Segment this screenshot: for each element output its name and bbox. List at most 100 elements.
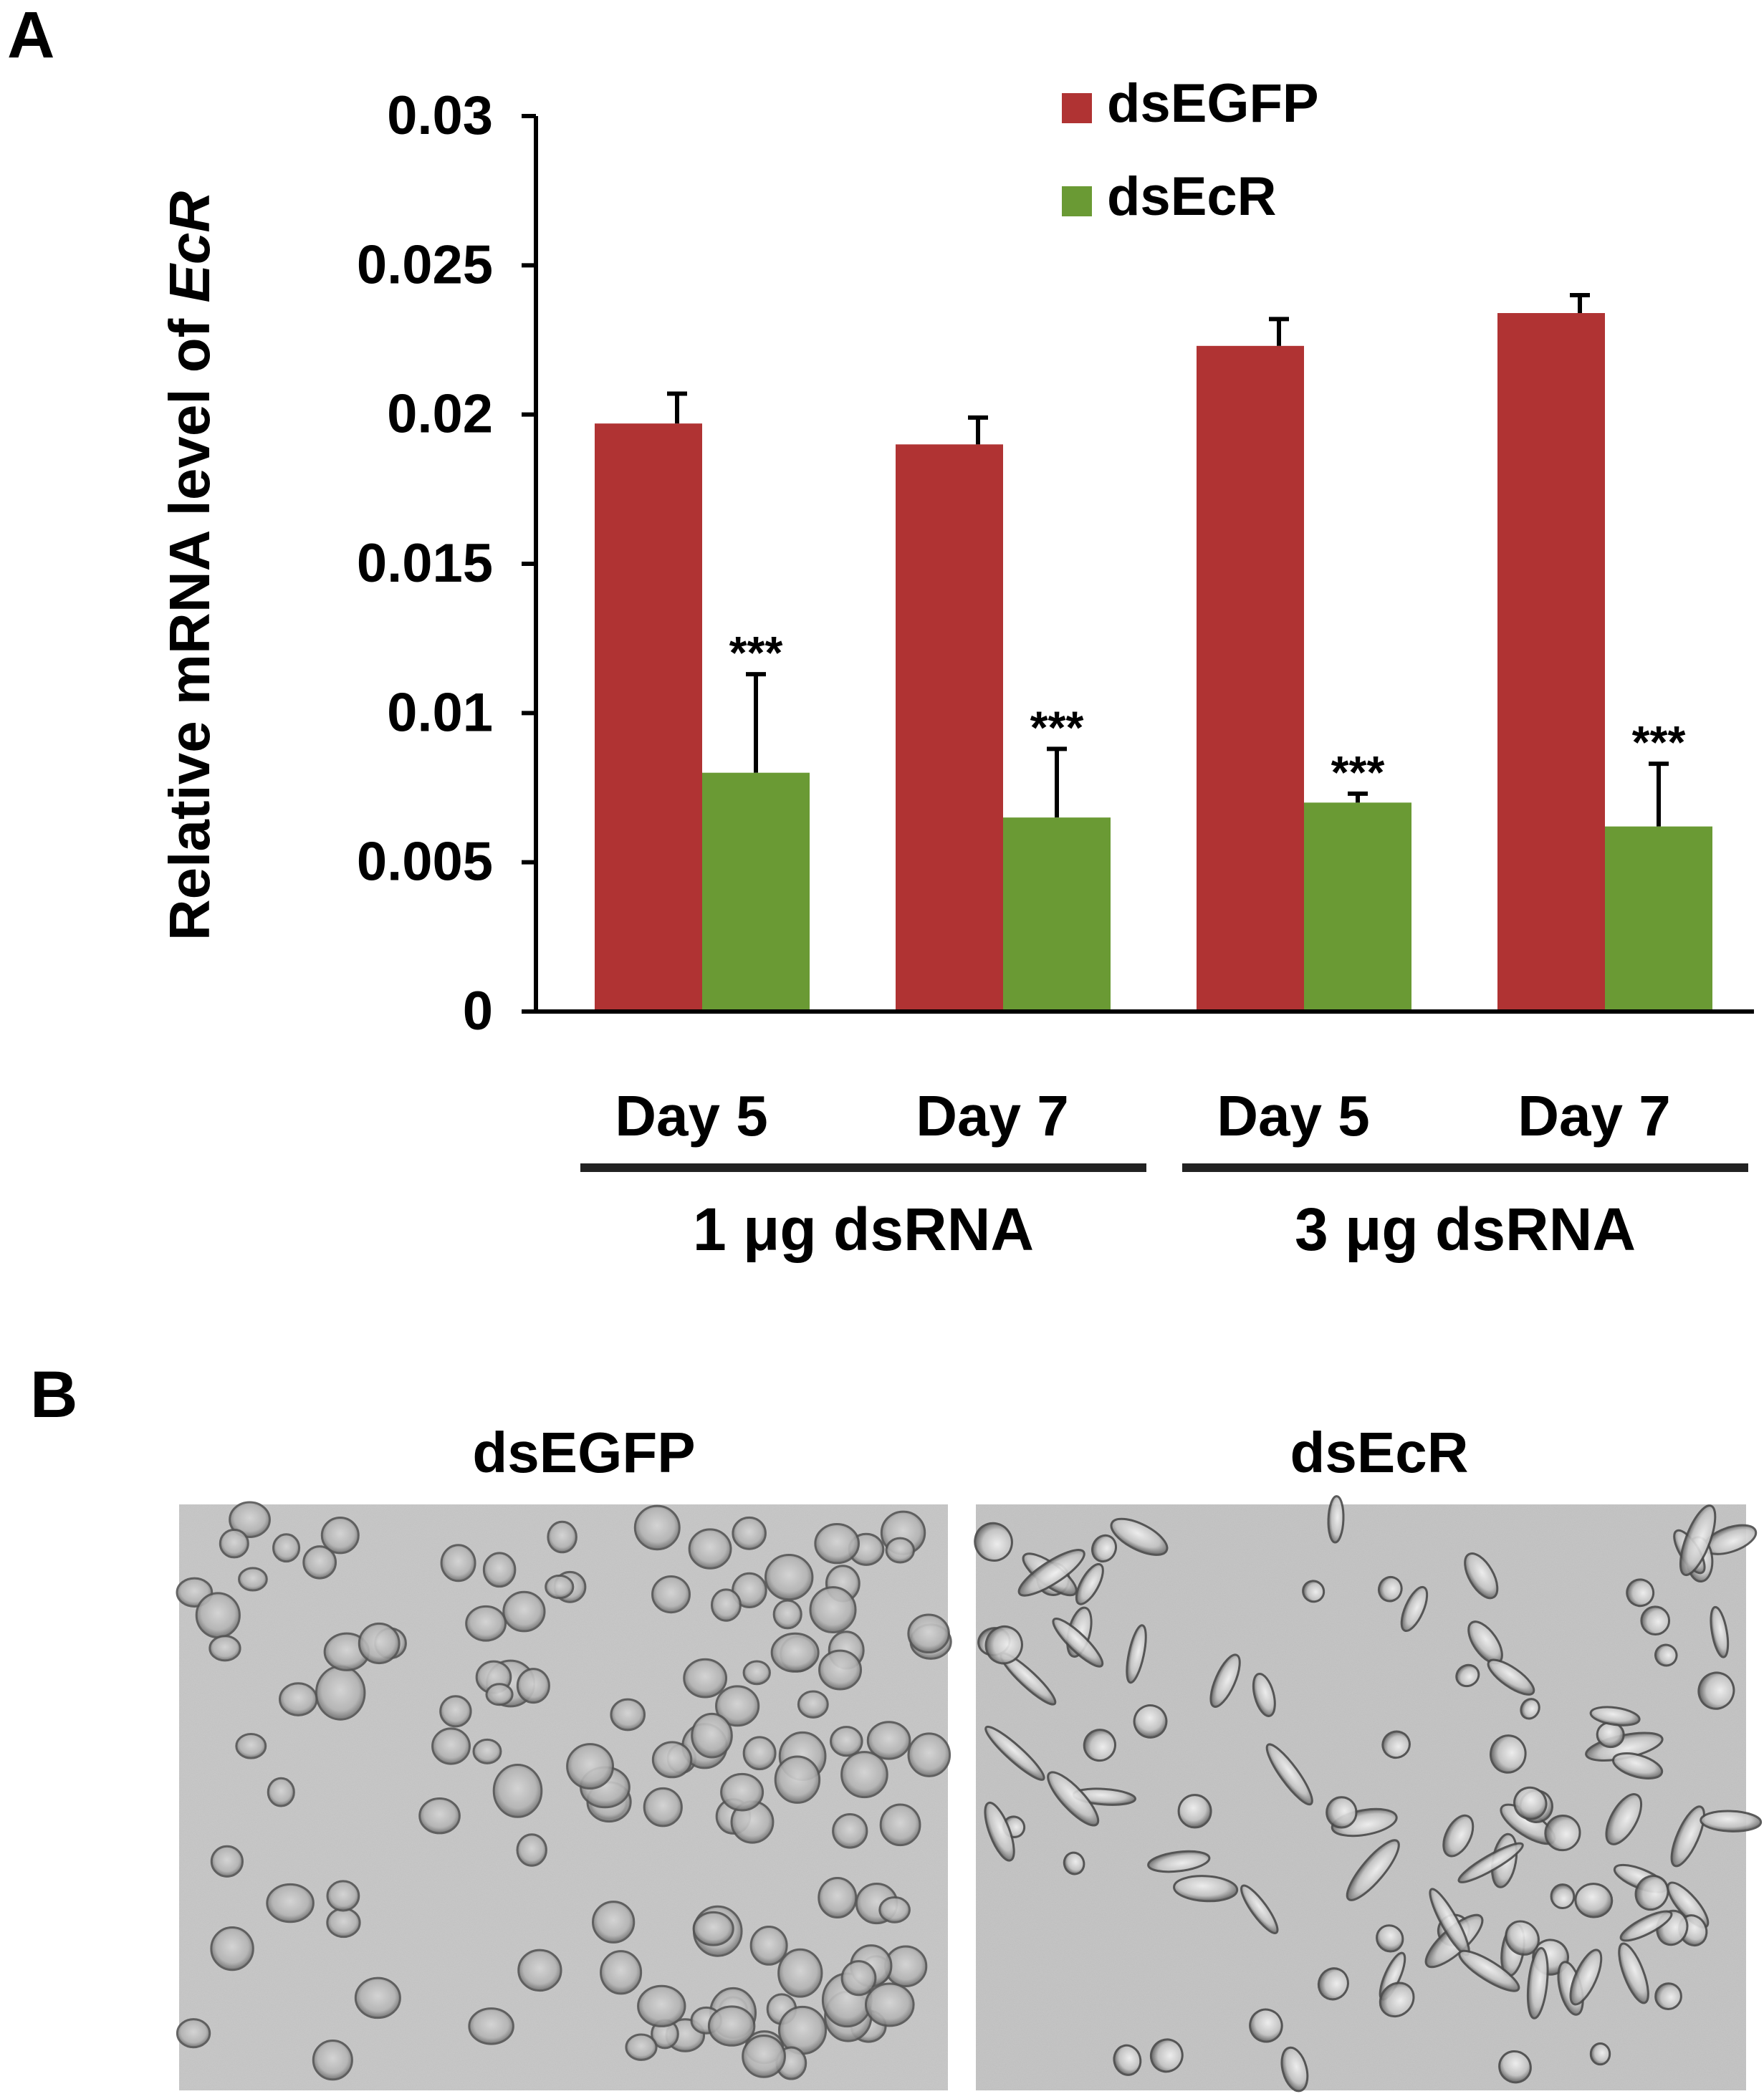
cell: [864, 1982, 915, 2027]
cell: [1326, 1796, 1358, 1829]
cell: [279, 1682, 318, 1716]
cell: [1526, 1946, 1549, 2019]
bar-dsEcR-2: [1304, 802, 1411, 1012]
bar-dsEcR-3: [1605, 826, 1712, 1012]
legend-swatch-dsEcR: [1062, 186, 1092, 216]
cell: [418, 1797, 461, 1835]
y-axis-label: Relative mRNA level of EcR: [158, 191, 221, 941]
cell: [625, 2033, 658, 2061]
cell: [1252, 1672, 1276, 1717]
cell: [742, 1736, 777, 1771]
cell: [1626, 1578, 1655, 1608]
cell: [1618, 1942, 1649, 2004]
cell: [715, 1685, 760, 1727]
bar-dsEGFP-2: [1197, 345, 1304, 1012]
cell: [1464, 1552, 1499, 1600]
cell: [832, 1813, 868, 1849]
x-tick-label: Day 5: [1217, 1084, 1369, 1148]
cell: [830, 1726, 863, 1757]
cell: [545, 1574, 575, 1600]
cell: [1442, 1814, 1475, 1858]
cell: [272, 1533, 301, 1563]
cell: [742, 1660, 771, 1686]
cell: [1209, 1653, 1241, 1708]
cell: [1710, 1605, 1730, 1658]
cell: [1490, 1734, 1527, 1774]
significance-label: ***: [1331, 746, 1385, 798]
cell: [1047, 1771, 1100, 1827]
cell: [195, 1592, 241, 1639]
cell: [1302, 1580, 1326, 1603]
cell: [643, 1787, 683, 1827]
cell: [1654, 1982, 1682, 2010]
cell: [885, 1537, 916, 1564]
cell: [492, 1764, 543, 1818]
cell: [1110, 1517, 1169, 1556]
bar-dsEGFP-3: [1497, 313, 1605, 1012]
x-tick-label: Day 5: [615, 1084, 767, 1148]
micrograph-title-dsecr: dsEcR: [1290, 1421, 1469, 1484]
cell: [984, 1725, 1045, 1781]
legend-swatch-dsEGFP: [1062, 93, 1092, 123]
cell: [777, 1948, 823, 1998]
legend-label: dsEGFP: [1107, 73, 1319, 134]
bar-dsEcR-1: [1003, 817, 1111, 1012]
cell: [984, 1625, 1023, 1665]
cell: [732, 1516, 767, 1550]
cell: [1574, 1883, 1614, 1918]
cell: [482, 1552, 517, 1588]
cell: [472, 1738, 502, 1764]
cell: [1126, 1624, 1147, 1684]
significance-label: ***: [729, 627, 783, 678]
y-tick-label: 0: [463, 981, 493, 1042]
cell: [1063, 1851, 1085, 1875]
cell: [1240, 1884, 1279, 1934]
cell: [749, 1925, 788, 1966]
group-label: 3 μg dsRNA: [1295, 1196, 1636, 1263]
cell: [777, 2005, 828, 2055]
cell: [592, 1901, 636, 1944]
cell: [1377, 1575, 1403, 1603]
cell: [354, 1976, 401, 2019]
cell: [814, 1523, 860, 1565]
cell: [809, 1586, 857, 1634]
cell: [516, 1833, 547, 1867]
cell: [440, 1544, 476, 1582]
bar-dsEcR-0: [702, 772, 810, 1012]
cell: [465, 1605, 507, 1642]
cell: [688, 1528, 732, 1570]
cell: [1052, 1618, 1104, 1668]
bar-dsEGFP-0: [595, 423, 702, 1012]
cell: [302, 1545, 337, 1580]
cell: [358, 1622, 401, 1665]
cell: [1457, 1842, 1524, 1883]
cell: [566, 1743, 615, 1790]
cell: [1346, 1839, 1400, 1901]
cell: [1091, 1534, 1118, 1563]
cell: [485, 1683, 514, 1706]
cell: [1379, 1982, 1415, 2018]
cell: [692, 1911, 734, 1946]
cell: [219, 1528, 249, 1559]
cell: [1280, 2046, 1309, 2093]
cell: [707, 2005, 756, 2047]
cell: [547, 1520, 577, 1554]
cell: [1487, 1658, 1535, 1696]
panel-a-label: A: [7, 0, 54, 72]
bars: *** *** *** ***: [595, 293, 1712, 1012]
cell: [315, 1665, 366, 1721]
cell: [1249, 2008, 1283, 2043]
legend-label: dsEcR: [1107, 166, 1277, 227]
cell: [974, 1522, 1013, 1562]
cell: [1589, 1706, 1641, 1726]
cell: [266, 1883, 315, 1923]
y-axis: 0 0.005 0.01 0.015 0.02 0.025 0.03: [357, 85, 538, 1042]
micrograph-dsecr: [974, 1495, 1763, 2093]
cell: [267, 1777, 295, 1807]
cell: [600, 1950, 643, 1995]
cell: [1317, 1967, 1349, 2001]
cell: [984, 1801, 1015, 1862]
cell: [840, 1751, 888, 1799]
cell: [517, 1949, 562, 1992]
cell: [235, 1732, 267, 1759]
